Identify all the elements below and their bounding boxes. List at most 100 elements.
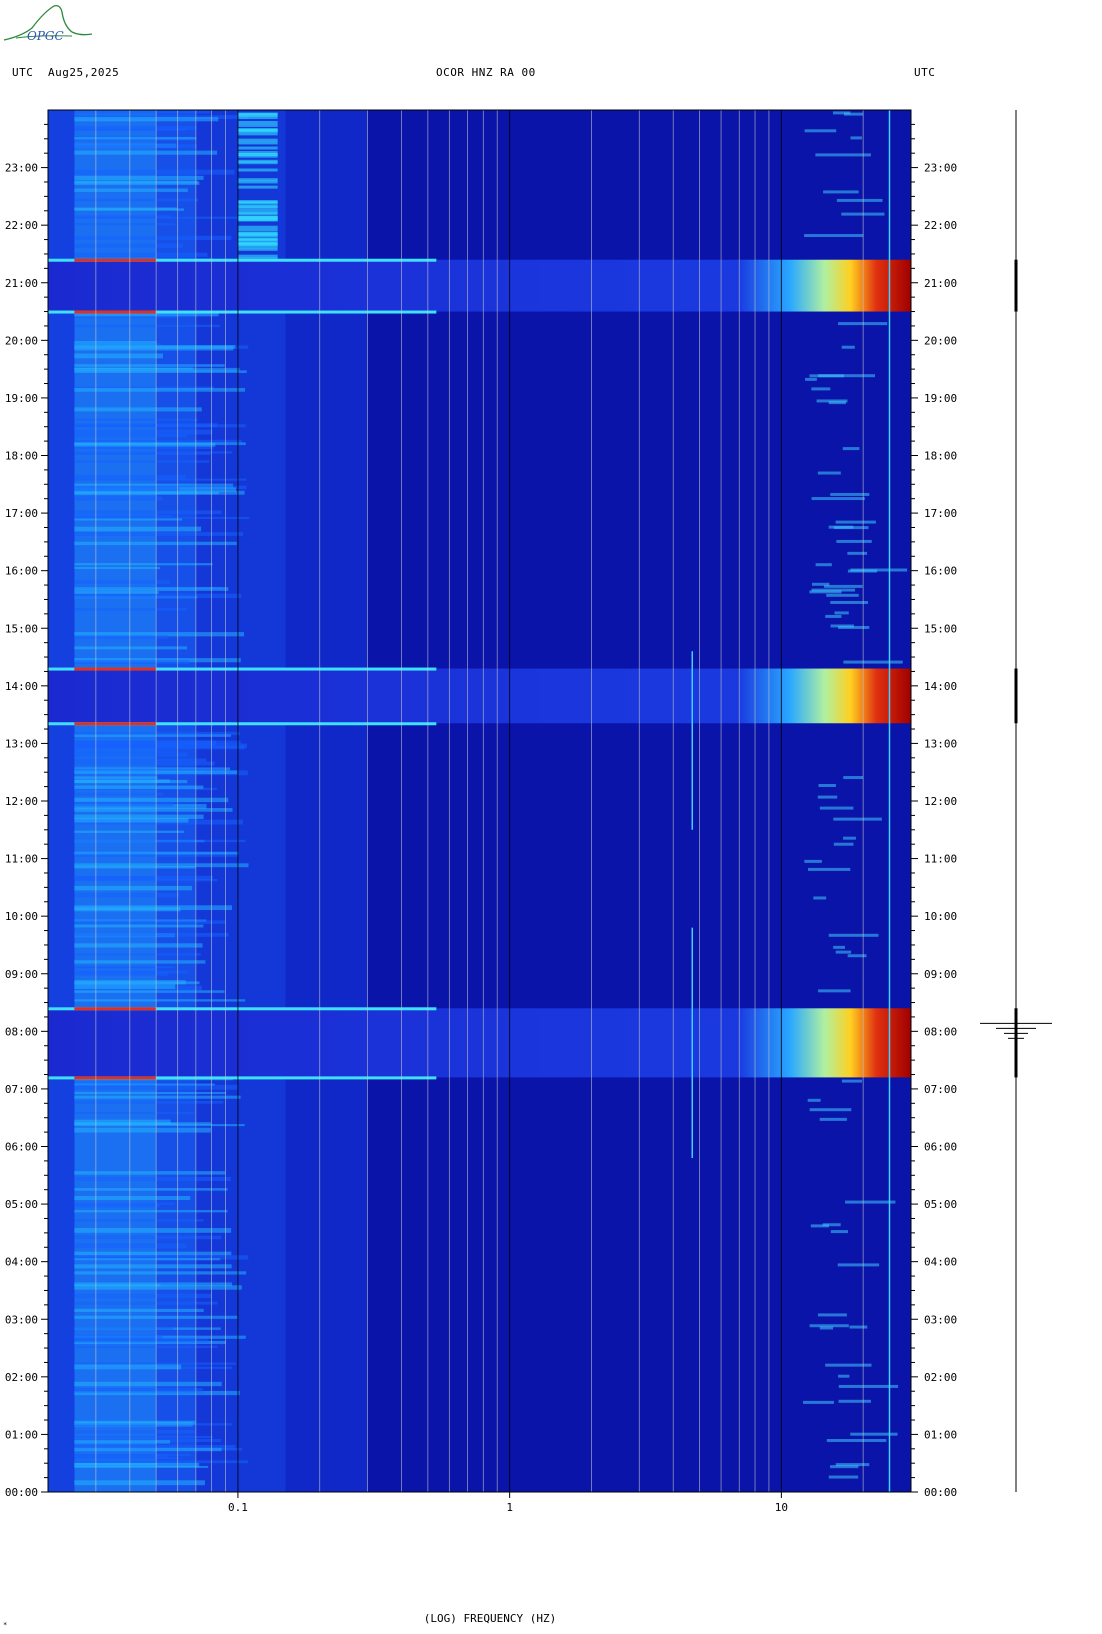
noise-stripe	[74, 1339, 209, 1343]
hf-noise-stripe	[818, 374, 876, 378]
event-edge-line	[48, 310, 437, 314]
hf-noise-stripe	[830, 492, 870, 496]
noise-stripe	[237, 237, 278, 241]
hf-noise-stripe	[838, 1374, 850, 1378]
noise-stripe	[74, 1202, 175, 1206]
noise-stripe	[74, 866, 196, 869]
noise-stripe	[74, 1188, 228, 1191]
noise-stripe	[74, 745, 245, 750]
noise-stripe	[74, 770, 237, 775]
noise-stripe	[74, 807, 233, 812]
hf-noise-stripe	[817, 471, 841, 475]
y-tick-label-left: 23:00	[5, 162, 38, 175]
noise-stripe	[237, 161, 278, 165]
noise-stripe	[74, 1095, 241, 1099]
y-tick-label-left: 11:00	[5, 853, 38, 866]
hf-noise-stripe	[809, 374, 844, 378]
noise-stripe	[237, 123, 278, 127]
hf-noise-stripe	[819, 1326, 834, 1330]
noise-stripe	[74, 451, 233, 454]
noise-stripe	[74, 966, 175, 969]
hf-noise-stripe	[845, 1200, 896, 1204]
noise-stripe	[74, 516, 250, 519]
event-block	[48, 668, 911, 724]
noise-stripe	[237, 238, 278, 242]
noise-stripe	[237, 245, 278, 249]
event-block	[48, 259, 911, 312]
noise-stripe	[74, 429, 213, 435]
noise-stripe	[74, 208, 184, 211]
noise-stripe	[74, 1465, 209, 1468]
hf-noise-stripe	[811, 582, 830, 586]
hf-noise-stripe	[838, 1384, 899, 1388]
y-tick-label-right: 03:00	[924, 1313, 957, 1326]
y-tick-label-left: 09:00	[5, 968, 38, 981]
noise-stripe	[74, 1228, 232, 1233]
noise-stripe	[74, 1210, 228, 1213]
hf-noise-stripe	[837, 1263, 880, 1267]
hf-noise-stripe	[844, 112, 864, 116]
noise-stripe	[74, 478, 247, 481]
y-tick-label-left: 20:00	[5, 334, 38, 347]
y-tick-label-left: 18:00	[5, 450, 38, 463]
y-tick-label-right: 11:00	[924, 853, 957, 866]
noise-stripe	[237, 180, 278, 184]
hf-noise-stripe	[824, 584, 863, 588]
hf-noise-stripe	[842, 447, 860, 451]
noise-stripe	[74, 510, 222, 515]
header-date: Aug25,2025	[48, 66, 120, 79]
noise-stripe	[74, 839, 246, 843]
noise-stripe	[237, 247, 278, 251]
hf-noise-stripe	[809, 590, 842, 594]
hf-noise-stripe	[825, 1363, 872, 1367]
noise-stripe	[74, 749, 177, 753]
noise-stripe	[237, 185, 278, 189]
noise-stripe	[74, 1235, 222, 1240]
noise-stripe	[74, 635, 169, 639]
noise-stripe	[74, 779, 171, 783]
noise-stripe	[74, 984, 176, 990]
noise-stripe	[74, 418, 198, 422]
noise-stripe	[74, 1124, 245, 1127]
noise-stripe	[74, 607, 188, 611]
y-tick-label-right: 16:00	[924, 565, 957, 578]
hf-noise-stripe	[833, 842, 854, 846]
noise-stripe	[74, 1204, 160, 1208]
x-axis-label: (LOG) FREQUENCY (HZ)	[424, 1612, 556, 1625]
noise-stripe	[74, 1480, 205, 1486]
noise-stripe	[74, 1122, 177, 1126]
noise-stripe	[74, 972, 168, 976]
hf-noise-stripe	[843, 776, 863, 780]
noise-stripe	[74, 1308, 204, 1312]
noise-stripe	[237, 153, 278, 157]
noise-stripe	[74, 387, 246, 392]
noise-stripe	[74, 920, 226, 924]
noise-stripe	[237, 234, 278, 238]
hf-noise-stripe	[835, 1463, 870, 1467]
noise-stripe	[74, 932, 229, 937]
noise-stripe	[74, 1364, 182, 1370]
noise-stripe	[74, 526, 202, 532]
noise-stripe	[237, 132, 278, 136]
hf-noise-stripe	[833, 945, 845, 949]
hf-noise-stripe	[843, 836, 856, 840]
noise-stripe	[74, 875, 213, 881]
y-tick-label-left: 21:00	[5, 277, 38, 290]
event-edge-line	[48, 722, 437, 726]
noise-band	[285, 110, 368, 1492]
hf-noise-stripe	[836, 539, 872, 543]
noise-stripe	[74, 312, 219, 317]
noise-stripe	[74, 566, 160, 570]
noise-stripe	[74, 1460, 249, 1464]
hf-noise-stripe	[818, 989, 851, 993]
noise-stripe	[74, 324, 220, 328]
noise-stripe	[74, 1271, 247, 1275]
noise-stripe	[237, 211, 278, 215]
noise-stripe	[74, 953, 201, 956]
noise-stripe	[74, 892, 180, 898]
y-tick-label-left: 00:00	[5, 1486, 38, 1499]
noise-stripe	[74, 1243, 187, 1249]
noise-stripe	[74, 1293, 213, 1299]
noise-stripe	[237, 254, 278, 258]
